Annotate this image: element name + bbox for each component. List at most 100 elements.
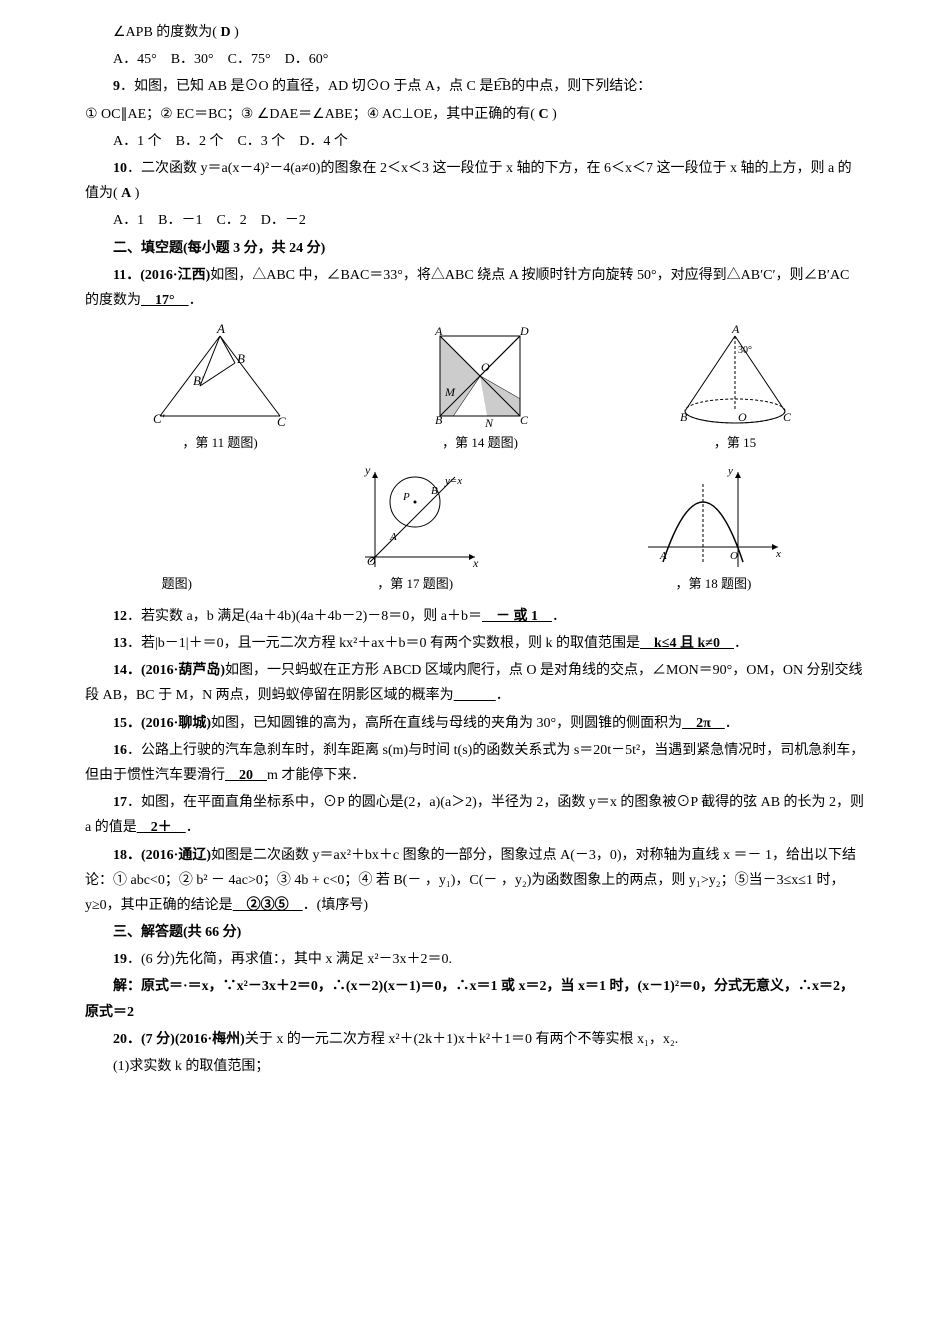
q9-end: ) — [549, 107, 557, 122]
q17-ans: 2＋ — [137, 820, 186, 835]
q14: 14．(2016·葫芦岛)如图，一只蚂蚁在正方形 ABCD 区域内爬行，点 O … — [85, 658, 865, 708]
q10-body: ．二次函数 y＝a(x－4)²－4(a≠0)的图象在 2＜x＜3 这一段位于 x… — [85, 161, 852, 201]
fig14-label: ，第 14 题图) — [442, 435, 518, 450]
q10-num: 10 — [113, 161, 127, 176]
q12-end: ． — [552, 609, 566, 624]
q9-choices: A．1 个 B．2 个 C．3 个 D．4 个 — [85, 129, 865, 154]
q11-end: ． — [189, 293, 203, 308]
svg-text:C: C — [783, 410, 792, 424]
fig17-svg: O x y P A B y=x — [345, 462, 485, 572]
svg-text:C: C — [277, 414, 286, 429]
q13-num: 13 — [113, 636, 127, 651]
q11-num: 11 — [113, 268, 126, 283]
q19-num: 19 — [113, 952, 127, 967]
q13: 13．若|b－1|＋＝0，且一元二次方程 kx²＋ax＋b＝0 有两个实数根，则… — [85, 631, 865, 656]
q16-end: m 才能停下来． — [267, 768, 365, 783]
svg-text:B: B — [680, 410, 688, 424]
q17-num: 17 — [113, 795, 127, 810]
fig15-label2: 题图) — [162, 576, 192, 591]
svg-text:A: A — [389, 531, 397, 543]
fig14: A D B C O M N ，第 14 题图) — [415, 321, 545, 454]
q14-end: ． — [496, 688, 510, 703]
q20: 20．(7 分)(2016·梅州)关于 x 的一元二次方程 x²＋(2k＋1)x… — [85, 1027, 865, 1052]
q12-body: ．若实数 a，b 满足(4a＋4b)(4a＋4b－2)－8＝0，则 a＋b＝ — [127, 609, 482, 624]
q19-body: ．(6 分)先化简，再求值：，其中 x 满足 x²－3x＋2＝0. — [127, 952, 452, 967]
q14-ans — [454, 688, 496, 703]
q20-src: ．(7 分)(2016·梅州) — [127, 1032, 245, 1047]
svg-text:P: P — [402, 491, 410, 503]
q13-body: ．若|b－1|＋＝0，且一元二次方程 kx²＋ax＋b＝0 有两个实数根，则 k… — [127, 636, 640, 651]
svg-text:A: A — [731, 322, 740, 336]
fig15: A B C O 30° ，第 15 — [665, 321, 805, 454]
fig15-cont: 题图) — [162, 572, 192, 595]
q17: 17．如图，在平面直角坐标系中，⊙P 的圆心是(2，a)(a＞2)，半径为 2，… — [85, 790, 865, 840]
q15-ans: 2π — [682, 716, 725, 731]
svg-text:y=x: y=x — [444, 475, 462, 487]
q15-body: 如图，已知圆锥的高为，高所在直线与母线的夹角为 30°，则圆锥的侧面积为 — [211, 716, 682, 731]
q9-body: ．如图，已知 AB 是⊙O 的直径，AD 切⊙O 于点 A，点 C 是E͡B的中… — [120, 79, 651, 94]
q15-end: ． — [725, 716, 739, 731]
q11: 11．(2016·江西)如图，△ABC 中，∠BAC＝33°，将△ABC 绕点 … — [85, 263, 865, 313]
svg-text:O: O — [738, 410, 747, 424]
svg-text:A: A — [216, 321, 225, 336]
apb-end: ) — [231, 25, 239, 40]
svg-text:D: D — [519, 324, 529, 338]
svg-text:C′: C′ — [153, 411, 165, 426]
q10-choices: A．1 B．－1 C．2 D．－2 — [85, 208, 865, 233]
q18-end: ．(填序号) — [303, 898, 368, 913]
q10: 10．二次函数 y＝a(x－4)²－4(a≠0)的图象在 2＜x＜3 这一段位于… — [85, 156, 865, 206]
fig15-svg: A B C O 30° — [665, 321, 805, 431]
fig17: O x y P A B y=x ，第 17 题图) — [345, 462, 485, 595]
svg-text:B′: B′ — [193, 373, 204, 388]
q13-ans: k≤4 且 k≠0 — [640, 636, 734, 651]
fig17-label: ，第 17 题图) — [377, 576, 453, 591]
apb-answer: D — [220, 25, 230, 40]
q16-body: ．公路上行驶的汽车急刹车时，刹车距离 s(m)与时间 t(s)的函数关系式为 s… — [85, 743, 864, 783]
q18-ans: ②③⑤ — [233, 898, 303, 913]
fig18: O x y A ，第 18 题图) — [638, 462, 788, 595]
q16-num: 16 — [113, 743, 127, 758]
fig11-label: ，第 11 题图) — [182, 435, 257, 450]
fig14-svg: A D B C O M N — [415, 321, 545, 431]
svg-text:x: x — [472, 556, 479, 570]
q9-line2-wrap: ① OC∥AE；② EC＝BC；③ ∠DAE＝∠ABE；④ AC⊥OE，其中正确… — [85, 102, 865, 127]
svg-text:B: B — [435, 413, 443, 427]
q9-num: 9 — [113, 79, 120, 94]
q13-end: ． — [734, 636, 748, 651]
svg-text:30°: 30° — [738, 345, 752, 356]
q11-src: ．(2016·江西) — [126, 268, 210, 283]
q14-num: 14 — [113, 663, 127, 678]
fig15-label: ，第 15 — [714, 435, 756, 450]
figures-row-2: 题图) O x y P A B y=x ，第 17 题图) — [85, 462, 865, 595]
q15-src: ．(2016·聊城) — [127, 716, 211, 731]
q16: 16．公路上行驶的汽车急刹车时，刹车距离 s(m)与时间 t(s)的函数关系式为… — [85, 738, 865, 788]
q16-ans: 20 — [225, 768, 267, 783]
q9-line2: ① OC∥AE；② EC＝BC；③ ∠DAE＝∠ABE；④ AC⊥OE，其中正确… — [85, 107, 538, 122]
svg-text:O: O — [481, 360, 490, 374]
fig11: A B B′ C′ C ，第 11 题图) — [145, 321, 295, 454]
q20-body: 关于 x 的一元二次方程 x²＋(2k＋1)x＋k²＋1＝0 有两个不等实根 x… — [245, 1032, 678, 1047]
apb-text: ∠APB 的度数为( — [113, 25, 220, 40]
q15-num: 15 — [113, 716, 127, 731]
q9: 9．如图，已知 AB 是⊙O 的直径，AD 切⊙O 于点 A，点 C 是E͡B的… — [85, 74, 865, 99]
q20-sub1: (1)求实数 k 的取值范围； — [85, 1054, 865, 1079]
q12-ans: － 或 1 — [482, 609, 552, 624]
q19-solution: 解：原式＝·＝x，∵x²－3x＋2＝0，∴(x－2)(x－1)＝0，∴x＝1 或… — [85, 974, 865, 1024]
fig11-svg: A B B′ C′ C — [145, 321, 295, 431]
fig18-label: ，第 18 题图) — [675, 576, 751, 591]
svg-text:O: O — [367, 554, 376, 568]
q18-num: 18 — [113, 848, 127, 863]
svg-text:N: N — [484, 416, 494, 430]
q19: 19．(6 分)先化简，再求值：，其中 x 满足 x²－3x＋2＝0. — [85, 947, 865, 972]
q15: 15．(2016·聊城)如图，已知圆锥的高为，高所在直线与母线的夹角为 30°，… — [85, 711, 865, 736]
q12: 12．若实数 a，b 满足(4a＋4b)(4a＋4b－2)－8＝0，则 a＋b＝… — [85, 604, 865, 629]
q18-src: ．(2016·通辽) — [127, 848, 211, 863]
svg-text:A: A — [434, 324, 443, 338]
svg-text:A: A — [659, 550, 667, 562]
q10-ans: A — [121, 186, 131, 201]
apb-choices: A．45° B．30° C．75° D．60° — [85, 47, 865, 72]
q11-ans: 17° — [141, 293, 189, 308]
q18: 18．(2016·通辽)如图是二次函数 y＝ax²＋bx＋c 图象的一部分，图象… — [85, 843, 865, 919]
q14-src: ．(2016·葫芦岛) — [127, 663, 225, 678]
q12-num: 12 — [113, 609, 127, 624]
